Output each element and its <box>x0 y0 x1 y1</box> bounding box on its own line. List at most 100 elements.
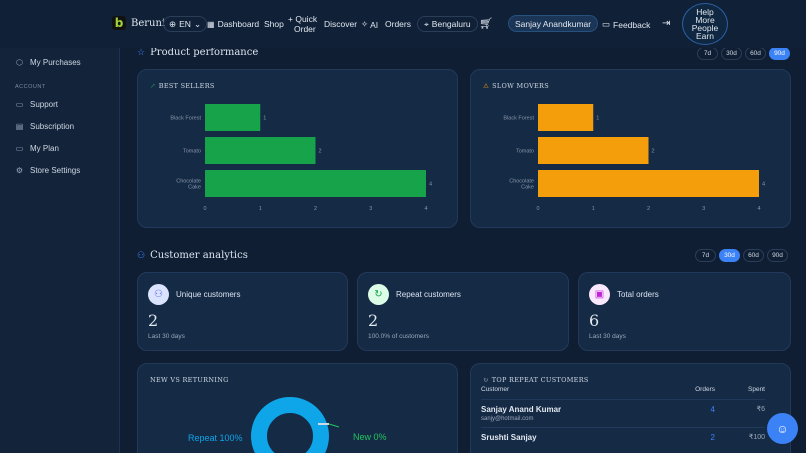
nav-ai[interactable]: ✧ AI <box>361 19 378 30</box>
refresh-icon: ↻ <box>483 376 489 384</box>
nav-discover[interactable]: Discover <box>324 19 357 29</box>
table-row[interactable]: Sanjay Anand Kumar sanjy@hotmail.com 4 ₹… <box>481 399 765 428</box>
range-pill-30d[interactable]: 30d <box>721 47 742 60</box>
brand-logo[interactable]: b Beruni <box>112 16 165 30</box>
x-tick-label: 4 <box>757 206 760 212</box>
range-pill-7d[interactable]: 7d <box>697 47 718 60</box>
range-pill-90d[interactable]: 90d <box>767 249 788 262</box>
donut-slice-new[interactable] <box>328 423 340 428</box>
nav-dashboard[interactable]: ▦ Dashboard <box>207 19 259 29</box>
top-repeat-customers-card: ↻ TOP REPEAT CUSTOMERS Customer Orders S… <box>470 363 791 453</box>
top-navbar: b Beruni ⊕ EN ⌄ ▦ Dashboard Shop + Quick… <box>0 0 806 48</box>
customer-orders: 4 <box>668 399 715 428</box>
customer-orders: 2 <box>668 427 715 447</box>
new-vs-returning-card: NEW VS RETURNING Repeat 100% New 0% <box>137 363 458 453</box>
sidebar: ⬡ My Purchases ACCOUNT ▭ Support ▤ Subsc… <box>0 48 120 453</box>
category-label: Black Forest <box>503 116 534 122</box>
nav-order-label: Order <box>294 24 316 34</box>
sidebar-item-support[interactable]: ▭ Support <box>15 100 58 109</box>
package-icon: ⬡ <box>16 58 23 67</box>
clipboard-icon: ▤ <box>15 122 24 131</box>
bar-tomato[interactable] <box>538 137 649 164</box>
customer-spent: ₹6 <box>715 399 765 428</box>
chat-icon: ▭ <box>15 100 24 109</box>
feedback-label: Feedback <box>613 19 651 30</box>
category-label: Cake <box>188 185 201 191</box>
bag-icon: ▣ <box>589 284 610 305</box>
bot-icon: ☺ <box>776 421 789 436</box>
range-pill-7d[interactable]: 7d <box>695 249 716 262</box>
card-icon: ▭ <box>15 144 24 153</box>
product-performance-range: 7d 30d 60d 90d <box>697 47 790 60</box>
top-repeat-table: Customer Orders Spent Sanjay Anand Kumar… <box>481 382 765 447</box>
users-icon: ⚇ <box>137 250 146 261</box>
bar-tomato[interactable] <box>205 137 316 164</box>
sidebar-item-subscription[interactable]: ▤ Subscription <box>15 122 74 131</box>
bar-chocolate-cake[interactable] <box>205 170 426 197</box>
sidebar-item-my-purchases[interactable]: ⬡ My Purchases <box>15 58 81 67</box>
sidebar-item-store-settings[interactable]: ⚙ Store Settings <box>15 166 80 175</box>
stat-subtext: 100.0% of customers <box>368 333 430 340</box>
bar-black-forest[interactable] <box>205 104 261 131</box>
language-label: EN <box>179 19 191 29</box>
category-label: Tomato <box>183 149 201 155</box>
category-label: Cake <box>521 185 534 191</box>
category-label: Black Forest <box>170 116 201 122</box>
best-sellers-card: ↗ BEST SELLERS Black Forest 1 Tomato 2 Choco… <box>137 69 458 228</box>
stat-value: 2 <box>148 311 159 330</box>
stat-label: Repeat customers <box>396 290 461 299</box>
donut-slice-repeat[interactable] <box>251 397 329 453</box>
stat-value: 2 <box>368 311 379 330</box>
nav-shop[interactable]: Shop <box>264 19 284 29</box>
nav-orders-label: Orders <box>385 19 411 29</box>
nav-discover-label: Discover <box>324 19 358 29</box>
feedback-button[interactable]: ▭ Feedback <box>602 19 650 30</box>
earn-line-2: More <box>695 15 715 25</box>
logout-icon[interactable]: ⇥ <box>662 18 671 29</box>
range-pill-90d[interactable]: 90d <box>769 47 790 60</box>
language-selector[interactable]: ⊕ EN ⌄ <box>163 16 208 32</box>
nav-dashboard-label: Dashboard <box>217 19 260 29</box>
customer-name: Srushti Sanjay <box>481 433 537 442</box>
x-tick-label: 3 <box>702 206 705 212</box>
nav-orders[interactable]: Orders <box>385 19 411 29</box>
sidebar-item-label: Subscription <box>30 122 75 131</box>
range-pill-30d[interactable]: 30d <box>719 249 740 262</box>
bar-chocolate-cake[interactable] <box>538 170 759 197</box>
slow-movers-title: ⚠ SLOW MOVERS <box>483 82 549 90</box>
category-label: Chocolate <box>176 179 201 185</box>
table-row[interactable]: Srushti Sanjay 2 ₹100 <box>481 427 765 447</box>
range-pill-60d[interactable]: 60d <box>745 47 766 60</box>
stat-label: Unique customers <box>176 290 241 299</box>
earn-line-3: People <box>691 23 719 33</box>
card-title-text: BEST SELLERS <box>158 82 215 90</box>
user-menu-button[interactable]: Sanjay Anandkumar <box>508 15 599 32</box>
map-pin-icon: ⌖ <box>424 18 429 29</box>
repeat-label: Repeat 100% <box>188 433 243 443</box>
best-sellers-title: ↗ BEST SELLERS <box>150 82 215 90</box>
sidebar-item-my-plan[interactable]: ▭ My Plan <box>15 144 59 153</box>
stat-value: 6 <box>589 311 600 330</box>
sparkle-icon: ✧ <box>361 19 369 29</box>
cart-icon[interactable]: 🛒︎ <box>479 18 493 30</box>
nav-ai-label: AI <box>370 19 379 30</box>
help-earn-button[interactable]: Help More People Earn <box>682 3 728 45</box>
table-header-row: Customer Orders Spent <box>481 382 765 400</box>
nav-quick-order[interactable]: + Quick Order <box>288 14 317 34</box>
plus-icon: + <box>288 14 293 24</box>
range-pill-60d[interactable]: 60d <box>743 249 764 262</box>
location-selector[interactable]: ⌖ Bengaluru <box>417 16 478 32</box>
x-tick-label: 2 <box>647 206 650 212</box>
chevron-down-icon: ⌄ <box>193 18 202 29</box>
assistant-bot-button[interactable]: ☺ <box>767 413 798 444</box>
category-label: Chocolate <box>509 179 534 185</box>
stat-label: Total orders <box>617 290 659 299</box>
bar-black-forest[interactable] <box>538 104 594 131</box>
new-label: New 0% <box>353 432 387 442</box>
users-icon: ⚇ <box>148 284 169 305</box>
customer-analytics-range: 7d 30d 60d 90d <box>695 249 788 262</box>
value-label: 1 <box>596 116 599 122</box>
section-title-text: Product performance <box>150 47 259 58</box>
nav-shop-label: Shop <box>264 19 284 29</box>
